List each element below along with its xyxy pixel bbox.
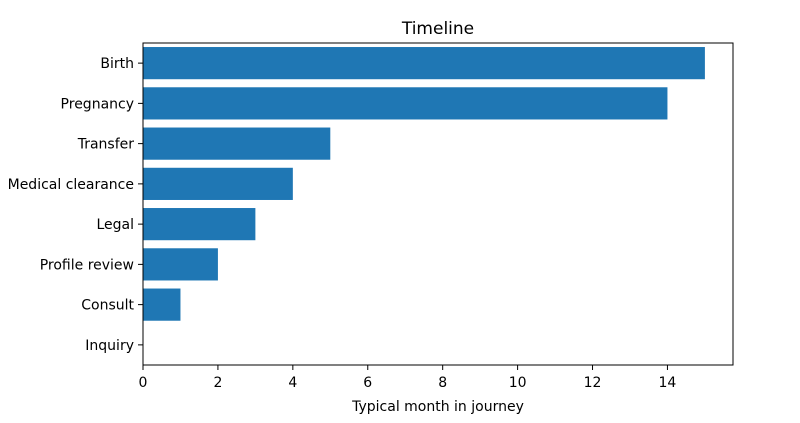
bar-legal: [143, 208, 256, 241]
x-axis-ticks: 0 2 4 6 8 10 12 14: [139, 365, 677, 391]
x-axis-label: Typical month in journey: [351, 399, 524, 415]
bar-profile-review: [143, 248, 218, 281]
x-tick-label-0: 0: [139, 375, 148, 391]
y-tick-label-transfer: Transfer: [77, 137, 135, 153]
plot-frame: [142, 42, 734, 366]
y-tick-label-profile-review: Profile review: [40, 257, 134, 273]
bars-layer: [143, 47, 705, 321]
bar-consult: [143, 288, 181, 321]
x-tick-label-14: 14: [659, 375, 677, 391]
x-tick-label-8: 8: [438, 375, 447, 391]
y-tick-label-pregnancy: Pregnancy: [61, 96, 134, 112]
y-tick-label-inquiry: Inquiry: [85, 338, 134, 354]
bar-birth: [143, 47, 705, 80]
bar-pregnancy: [143, 87, 668, 120]
x-tick-label-10: 10: [509, 375, 527, 391]
y-tick-label-birth: Birth: [100, 56, 134, 72]
chart-title: Timeline: [401, 19, 474, 39]
bar-transfer: [143, 127, 331, 160]
y-tick-label-medical-clearance: Medical clearance: [8, 177, 134, 193]
y-tick-label-legal: Legal: [96, 217, 134, 233]
x-tick-label-4: 4: [288, 375, 297, 391]
x-tick-label-6: 6: [363, 375, 372, 391]
bar-medical-clearance: [143, 167, 293, 200]
y-axis-ticks: Inquiry Consult Profile review Legal Medical…: [8, 56, 143, 354]
x-tick-label-2: 2: [213, 375, 222, 391]
y-tick-label-consult: Consult: [81, 298, 134, 314]
x-tick-label-12: 12: [584, 375, 602, 391]
